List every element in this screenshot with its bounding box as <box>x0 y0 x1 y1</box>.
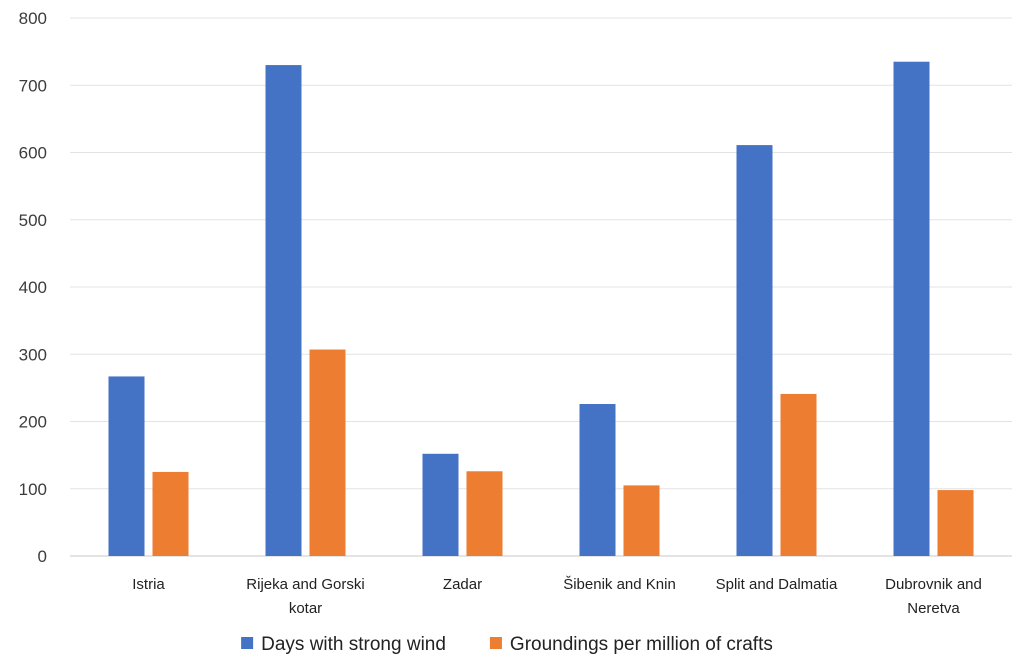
bar-groundings-per-million <box>466 471 503 556</box>
y-tick-label: 200 <box>19 413 47 432</box>
legend-swatch <box>489 637 502 649</box>
bar-groundings-per-million <box>623 485 660 556</box>
bar-groundings-per-million <box>152 471 189 556</box>
y-tick-label: 800 <box>19 9 47 28</box>
bars <box>108 61 974 557</box>
bar-days-with-strong-wind <box>579 404 616 556</box>
x-axis-ticks: Istria Rijeka and Gorski kotar Zadar Šibenik… <box>132 576 982 617</box>
x-tick-label: Split and Dalmatia <box>716 576 838 593</box>
x-tick-label: Dubrovnik and <box>885 576 982 593</box>
x-tick-label: Šibenik and Knin <box>563 576 676 593</box>
legend-label: Days with strong wind <box>261 634 446 655</box>
bar-groundings-per-million <box>309 349 346 556</box>
x-tick-label: kotar <box>289 600 322 617</box>
legend-label: Groundings per million of crafts <box>510 634 773 655</box>
bar-groundings-per-million <box>937 490 974 556</box>
bar-days-with-strong-wind <box>108 376 145 556</box>
y-tick-label: 500 <box>19 211 47 230</box>
bar-days-with-strong-wind <box>265 65 302 556</box>
x-tick-label: Rijeka and Gorski <box>246 576 364 593</box>
x-tick-label: Neretva <box>907 600 960 617</box>
bar-groundings-per-million <box>780 393 817 556</box>
y-axis-ticks: 0 100 200 300 400 500 600 700 800 <box>19 9 47 566</box>
legend-swatch <box>241 637 254 649</box>
y-tick-label: 100 <box>19 480 47 499</box>
y-tick-label: 0 <box>38 547 47 566</box>
x-tick-label: Istria <box>132 576 165 593</box>
gridlines <box>70 17 1012 557</box>
x-tick-label: Zadar <box>443 576 482 593</box>
bar-days-with-strong-wind <box>422 453 459 556</box>
y-tick-label: 700 <box>19 76 47 95</box>
legend: Days with strong wind Groundings per mill… <box>241 634 773 655</box>
bar-days-with-strong-wind <box>736 145 773 557</box>
y-tick-label: 600 <box>19 144 47 163</box>
y-tick-label: 300 <box>19 345 47 364</box>
y-tick-label: 400 <box>19 278 47 297</box>
bar-days-with-strong-wind <box>893 61 930 557</box>
